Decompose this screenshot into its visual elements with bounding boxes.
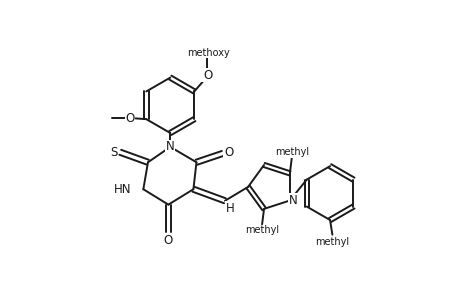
Text: O: O [203,69,213,82]
Text: H: H [225,202,234,215]
Text: O: O [224,146,233,159]
Text: N: N [166,140,174,153]
Text: N: N [288,194,297,207]
Text: HN: HN [114,183,132,196]
Text: methyl: methyl [245,225,279,236]
Text: O: O [202,69,211,82]
Text: methoxy: methoxy [186,48,229,58]
Text: methyl: methyl [314,237,349,247]
Text: O: O [125,112,134,125]
Text: methyl: methyl [274,147,308,157]
Text: O: O [162,233,172,247]
Text: O: O [125,112,134,125]
Text: S: S [110,146,118,159]
